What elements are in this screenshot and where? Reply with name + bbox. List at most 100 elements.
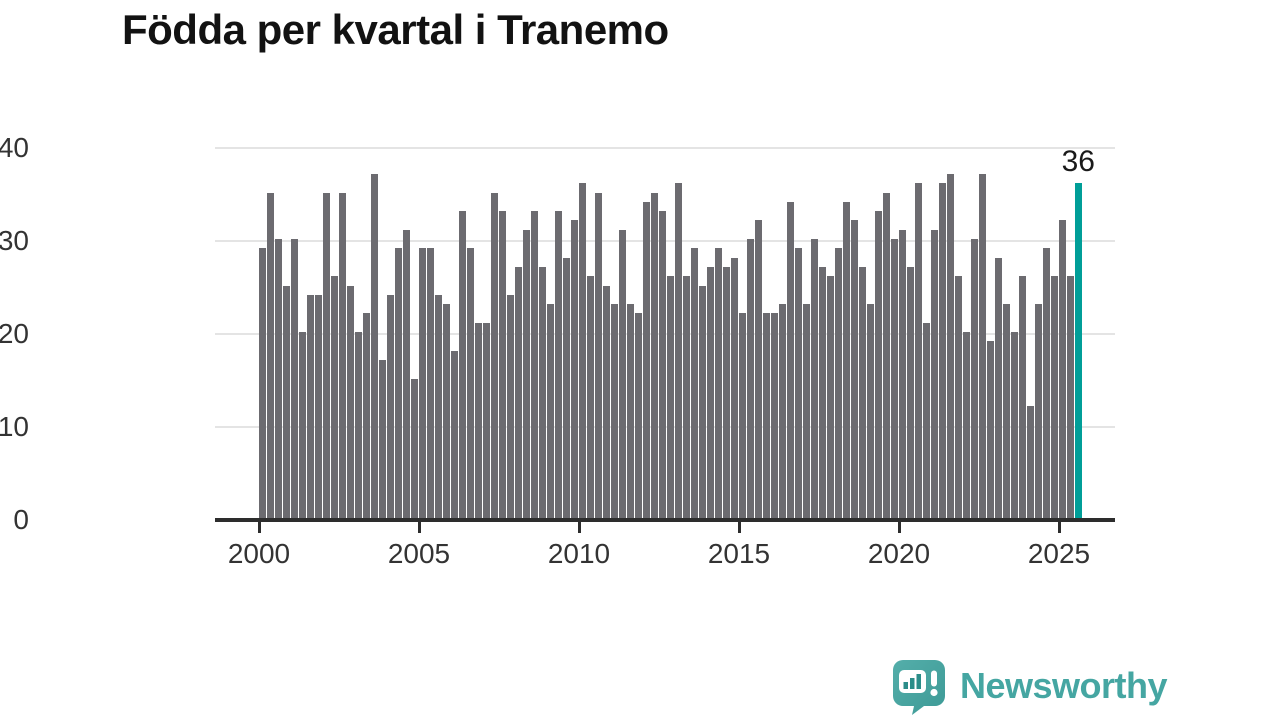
bar-2004Q2 <box>395 248 402 518</box>
x-axis-label-2025: 2025 <box>1027 538 1091 569</box>
bar-2005Q2 <box>427 248 434 518</box>
x-axis-label-2020: 2020 <box>867 538 931 569</box>
bar-2022Q1 <box>963 332 970 518</box>
bar-2017Q3 <box>819 266 826 518</box>
bar-2014Q2 <box>715 248 722 518</box>
bar-2009Q3 <box>563 257 570 518</box>
bar-2005Q4 <box>443 304 450 518</box>
bar-2025Q2 <box>1067 276 1074 518</box>
bar-2008Q1 <box>515 266 522 518</box>
bar-2000Q2 <box>267 192 274 518</box>
bar-2008Q4 <box>539 266 546 518</box>
bar-2023Q3 <box>1011 332 1018 518</box>
plot-area: 36 0 10 20 30 40 2000 2005 2010 2015 2020 2025 <box>0 133 1115 569</box>
x-axis-line <box>215 518 1115 522</box>
bar-2013Q1 <box>675 183 682 518</box>
bar-2014Q1 <box>707 266 714 518</box>
bar-2010Q3 <box>595 192 602 518</box>
bar-2011Q2 <box>619 229 626 518</box>
gridline-y-40 <box>215 147 1115 149</box>
bar-2016Q2 <box>779 304 786 518</box>
bar-2001Q2 <box>299 332 306 518</box>
bar-2022Q3 <box>979 173 986 518</box>
bar-2024Q4 <box>1051 276 1058 518</box>
bar-2005Q1 <box>419 248 426 518</box>
bar-2013Q2 <box>683 276 690 518</box>
bar-2010Q2 <box>587 276 594 518</box>
bar-2003Q3 <box>371 173 378 518</box>
bar-2000Q4 <box>283 285 290 518</box>
bar-2007Q1 <box>483 322 490 518</box>
newsworthy-logo-text: Newsworthy <box>960 665 1168 706</box>
bar-2004Q4 <box>411 378 418 518</box>
bar-2010Q4 <box>603 285 610 518</box>
bar-2020Q1 <box>899 229 906 518</box>
bar-2006Q4 <box>475 322 482 518</box>
bar-2003Q2 <box>363 313 370 518</box>
bar-2012Q3 <box>659 211 666 518</box>
bar-2007Q2 <box>491 192 498 518</box>
bar-2019Q2 <box>875 211 882 518</box>
bar-2006Q1 <box>451 350 458 518</box>
bar-2015Q2 <box>747 239 754 518</box>
bar-2020Q4 <box>923 322 930 518</box>
bar-2004Q3 <box>403 229 410 518</box>
bar-2011Q1 <box>611 304 618 518</box>
bar-2024Q1 <box>1027 406 1034 518</box>
bar-2014Q3 <box>723 266 730 518</box>
bar-2007Q4 <box>507 294 514 518</box>
x-tick-2005 <box>417 520 421 533</box>
bar-2016Q1 <box>771 313 778 518</box>
x-axis-label-2005: 2005 <box>387 538 451 569</box>
y-axis-label-10: 10 <box>0 411 29 442</box>
bar-2022Q4 <box>987 341 994 518</box>
bar-2006Q3 <box>467 248 474 518</box>
bar-2023Q1 <box>995 257 1002 518</box>
x-tick-2020 <box>897 520 901 533</box>
bar-2013Q4 <box>699 285 706 518</box>
bar-2025Q1 <box>1059 220 1066 518</box>
bar-2016Q3 <box>787 201 794 518</box>
bar-2002Q4 <box>347 285 354 518</box>
bar-2000Q1 <box>259 248 266 518</box>
bar-2021Q3 <box>947 173 954 518</box>
bar-2025Q3 <box>1075 183 1082 518</box>
bar-2017Q2 <box>811 239 818 518</box>
bar-2019Q4 <box>891 239 898 518</box>
chart-title: Födda per kvartal i Tranemo <box>122 6 669 53</box>
bar-2002Q2 <box>331 276 338 518</box>
bar-2013Q3 <box>691 248 698 518</box>
bar-2019Q3 <box>883 192 890 518</box>
bar-2023Q4 <box>1019 276 1026 518</box>
bar-2016Q4 <box>795 248 802 518</box>
bar-2024Q2 <box>1035 304 1042 518</box>
y-axis-label-0: 0 <box>13 504 29 535</box>
bar-2018Q2 <box>843 201 850 518</box>
bar-2019Q1 <box>867 304 874 518</box>
bar-2015Q3 <box>755 220 762 518</box>
bar-2002Q1 <box>323 192 330 518</box>
bar-2018Q1 <box>835 248 842 518</box>
bar-2001Q4 <box>315 294 322 518</box>
bar-2018Q3 <box>851 220 858 518</box>
highlight-value-label: 36 <box>1061 145 1095 178</box>
y-axis-label-40: 40 <box>0 132 29 163</box>
x-tick-2025 <box>1057 520 1061 533</box>
x-axis-label-2010: 2010 <box>547 538 611 569</box>
bar-2008Q3 <box>531 211 538 518</box>
x-tick-2000 <box>257 520 261 533</box>
bar-2015Q4 <box>763 313 770 518</box>
bar-2010Q1 <box>579 183 586 518</box>
bar-2004Q1 <box>387 294 394 518</box>
x-tick-2010 <box>577 520 581 533</box>
bar-2005Q3 <box>435 294 442 518</box>
bar-2012Q2 <box>651 192 658 518</box>
bar-2000Q3 <box>275 239 282 518</box>
bar-2001Q3 <box>307 294 314 518</box>
bar-2011Q4 <box>635 313 642 518</box>
bar-2014Q4 <box>731 257 738 518</box>
bar-2002Q3 <box>339 192 346 518</box>
bar-2022Q2 <box>971 239 978 518</box>
bar-2003Q4 <box>379 359 386 518</box>
